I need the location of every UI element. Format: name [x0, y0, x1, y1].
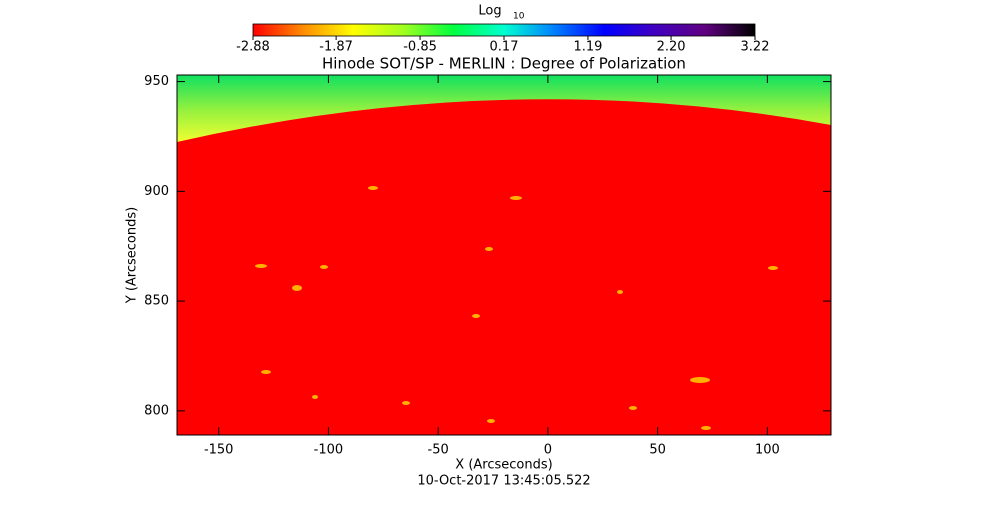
y-tick-label: 900 [144, 184, 169, 199]
colorbar-label-subscript: 10 [513, 12, 525, 22]
colorbar-tick-label: -2.88 [236, 40, 270, 55]
y-axis-label: Y (Arcseconds) [125, 207, 140, 304]
x-tick-label: 0 [544, 443, 552, 458]
x-axis-label: X (Arcseconds) [455, 458, 552, 473]
colorbar [252, 23, 756, 37]
off-limb [177, 75, 831, 142]
disk [177, 75, 831, 435]
colorbar-tick-label: -1.87 [319, 40, 353, 55]
colorbar-tick-label: 3.22 [741, 40, 770, 55]
colorbar-tick-label: 0.17 [490, 40, 519, 55]
x-tick-label: -50 [428, 443, 449, 458]
chart-title: Hinode SOT/SP - MERLIN : Degree of Polar… [322, 55, 686, 73]
colorbar-tick-label: -0.85 [403, 40, 437, 55]
x-tick-label: -100 [314, 443, 344, 458]
x-tick-label: 50 [649, 443, 666, 458]
plot-frame [176, 74, 832, 436]
x-tick-label: -150 [204, 443, 234, 458]
x-tick-label: 100 [755, 443, 780, 458]
timestamp: 10-Oct-2017 13:45:05.522 [417, 474, 590, 489]
colorbar-tick-label: 1.19 [573, 40, 602, 55]
y-tick-label: 850 [144, 294, 169, 309]
colorbar-label: Log [478, 4, 501, 19]
y-tick-label: 950 [144, 74, 169, 89]
polarization-patches [255, 186, 778, 430]
solar-image [177, 75, 831, 435]
colorbar-tick-label: 2.20 [657, 40, 686, 55]
y-tick-label: 800 [144, 403, 169, 418]
